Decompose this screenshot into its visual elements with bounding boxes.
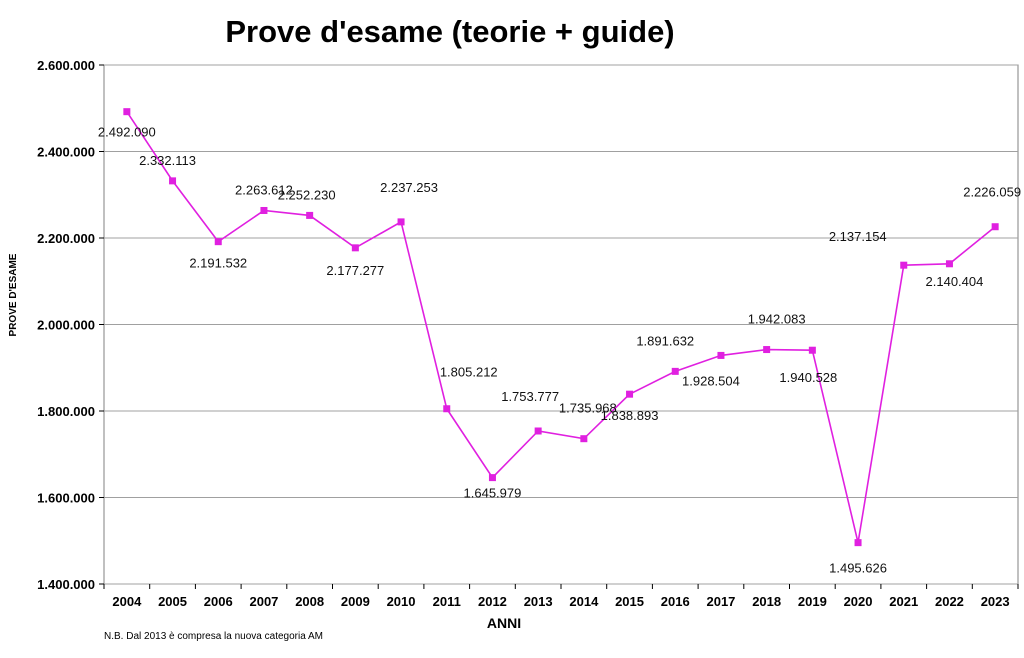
data-label: 2.492.090 [98, 125, 156, 140]
data-point [854, 539, 862, 547]
x-tick-label: 2017 [706, 594, 735, 609]
data-label: 2.263.612 [235, 182, 293, 197]
data-label: 1.891.632 [636, 333, 694, 348]
data-point [626, 390, 634, 398]
y-tick-label: 1.600.000 [37, 491, 95, 506]
y-tick-label: 1.400.000 [37, 577, 95, 592]
x-tick-label: 2008 [295, 594, 324, 609]
x-tick-label: 2016 [661, 594, 690, 609]
data-label: 1.805.212 [440, 365, 498, 380]
footnote: N.B. Dal 2013 è compresa la nuova catego… [104, 631, 324, 642]
data-label-layer: 2.492.090 2.332.113 2.191.532 2.263.6122.25… [98, 125, 1021, 576]
y-tick-label: 1.800.000 [37, 404, 95, 419]
series-line [126, 111, 996, 543]
x-tick-label: 2015 [615, 594, 644, 609]
data-point [123, 108, 131, 116]
series-layer [123, 108, 999, 547]
data-point [671, 367, 679, 375]
x-tick-label: 2018 [752, 594, 781, 609]
x-tick-label: 2023 [981, 594, 1010, 609]
data-label: 2.191.532 [189, 256, 247, 271]
x-tick-label: 2013 [524, 594, 553, 609]
x-axis-ticks: 2004 2005 2006 2007 2008 2009 2010 2011 2012 2013… [103, 584, 1019, 609]
data-label: 1.942.083 [748, 312, 806, 327]
x-tick-label: 2011 [433, 594, 461, 609]
grid-layer [103, 64, 1019, 585]
data-point [580, 435, 588, 443]
y-axis-title: PROVE D'ESAME [8, 253, 19, 336]
data-label: 1.495.626 [829, 561, 887, 576]
data-point [991, 223, 999, 231]
y-tick-label: 2.600.000 [37, 58, 95, 73]
x-tick-label: 2007 [249, 594, 278, 609]
data-label: 2.226.059 [963, 185, 1021, 200]
data-label: 2.137.154 [829, 229, 887, 244]
data-point [260, 206, 268, 214]
data-point [443, 405, 451, 413]
data-point [169, 177, 177, 185]
data-point [214, 238, 222, 246]
x-tick-label: 2010 [387, 594, 416, 609]
data-point [763, 346, 771, 354]
data-point [808, 346, 816, 354]
data-point [397, 218, 405, 226]
data-label: 1.735.968 [559, 401, 617, 416]
data-label: 1.838.893 [601, 408, 659, 423]
x-tick-label: 2005 [158, 594, 187, 609]
data-label: 1.928.504 [682, 373, 740, 388]
y-tick-label: 2.000.000 [37, 318, 95, 333]
x-tick-label: 2012 [478, 594, 507, 609]
data-point [945, 260, 953, 268]
data-label: 2.140.404 [926, 274, 984, 289]
x-tick-label: 2022 [935, 594, 964, 609]
data-point [351, 244, 359, 252]
x-tick-label: 2004 [112, 594, 142, 609]
x-axis-title: ANNI [487, 615, 521, 631]
x-tick-label: 2019 [798, 594, 827, 609]
chart-title: Prove d'esame (teorie + guide) [225, 14, 675, 49]
data-point [306, 211, 314, 219]
data-point [900, 261, 908, 269]
x-tick-label: 2020 [844, 594, 873, 609]
data-label: 1.645.979 [464, 486, 522, 501]
y-tick-label: 2.400.000 [37, 145, 95, 160]
x-tick-label: 2009 [341, 594, 370, 609]
data-label: 2.237.253 [380, 180, 438, 195]
data-label: 2.332.113 [139, 153, 196, 168]
data-label: 2.177.277 [326, 263, 384, 278]
data-label: 1.753.777 [501, 389, 559, 404]
data-point [488, 474, 496, 482]
data-label: 2.252.230 [278, 187, 336, 202]
x-tick-label: 2006 [204, 594, 233, 609]
x-tick-label: 2021 [889, 594, 918, 609]
y-tick-label: 2.200.000 [37, 231, 95, 246]
data-point [534, 427, 542, 435]
y-axis-ticks: 1.400.000 1.600.000 1.800.000 2.000.000 2.20… [37, 58, 104, 592]
data-point [717, 351, 725, 359]
data-label: 1.940.528 [779, 370, 837, 385]
x-tick-label: 2014 [569, 594, 599, 609]
